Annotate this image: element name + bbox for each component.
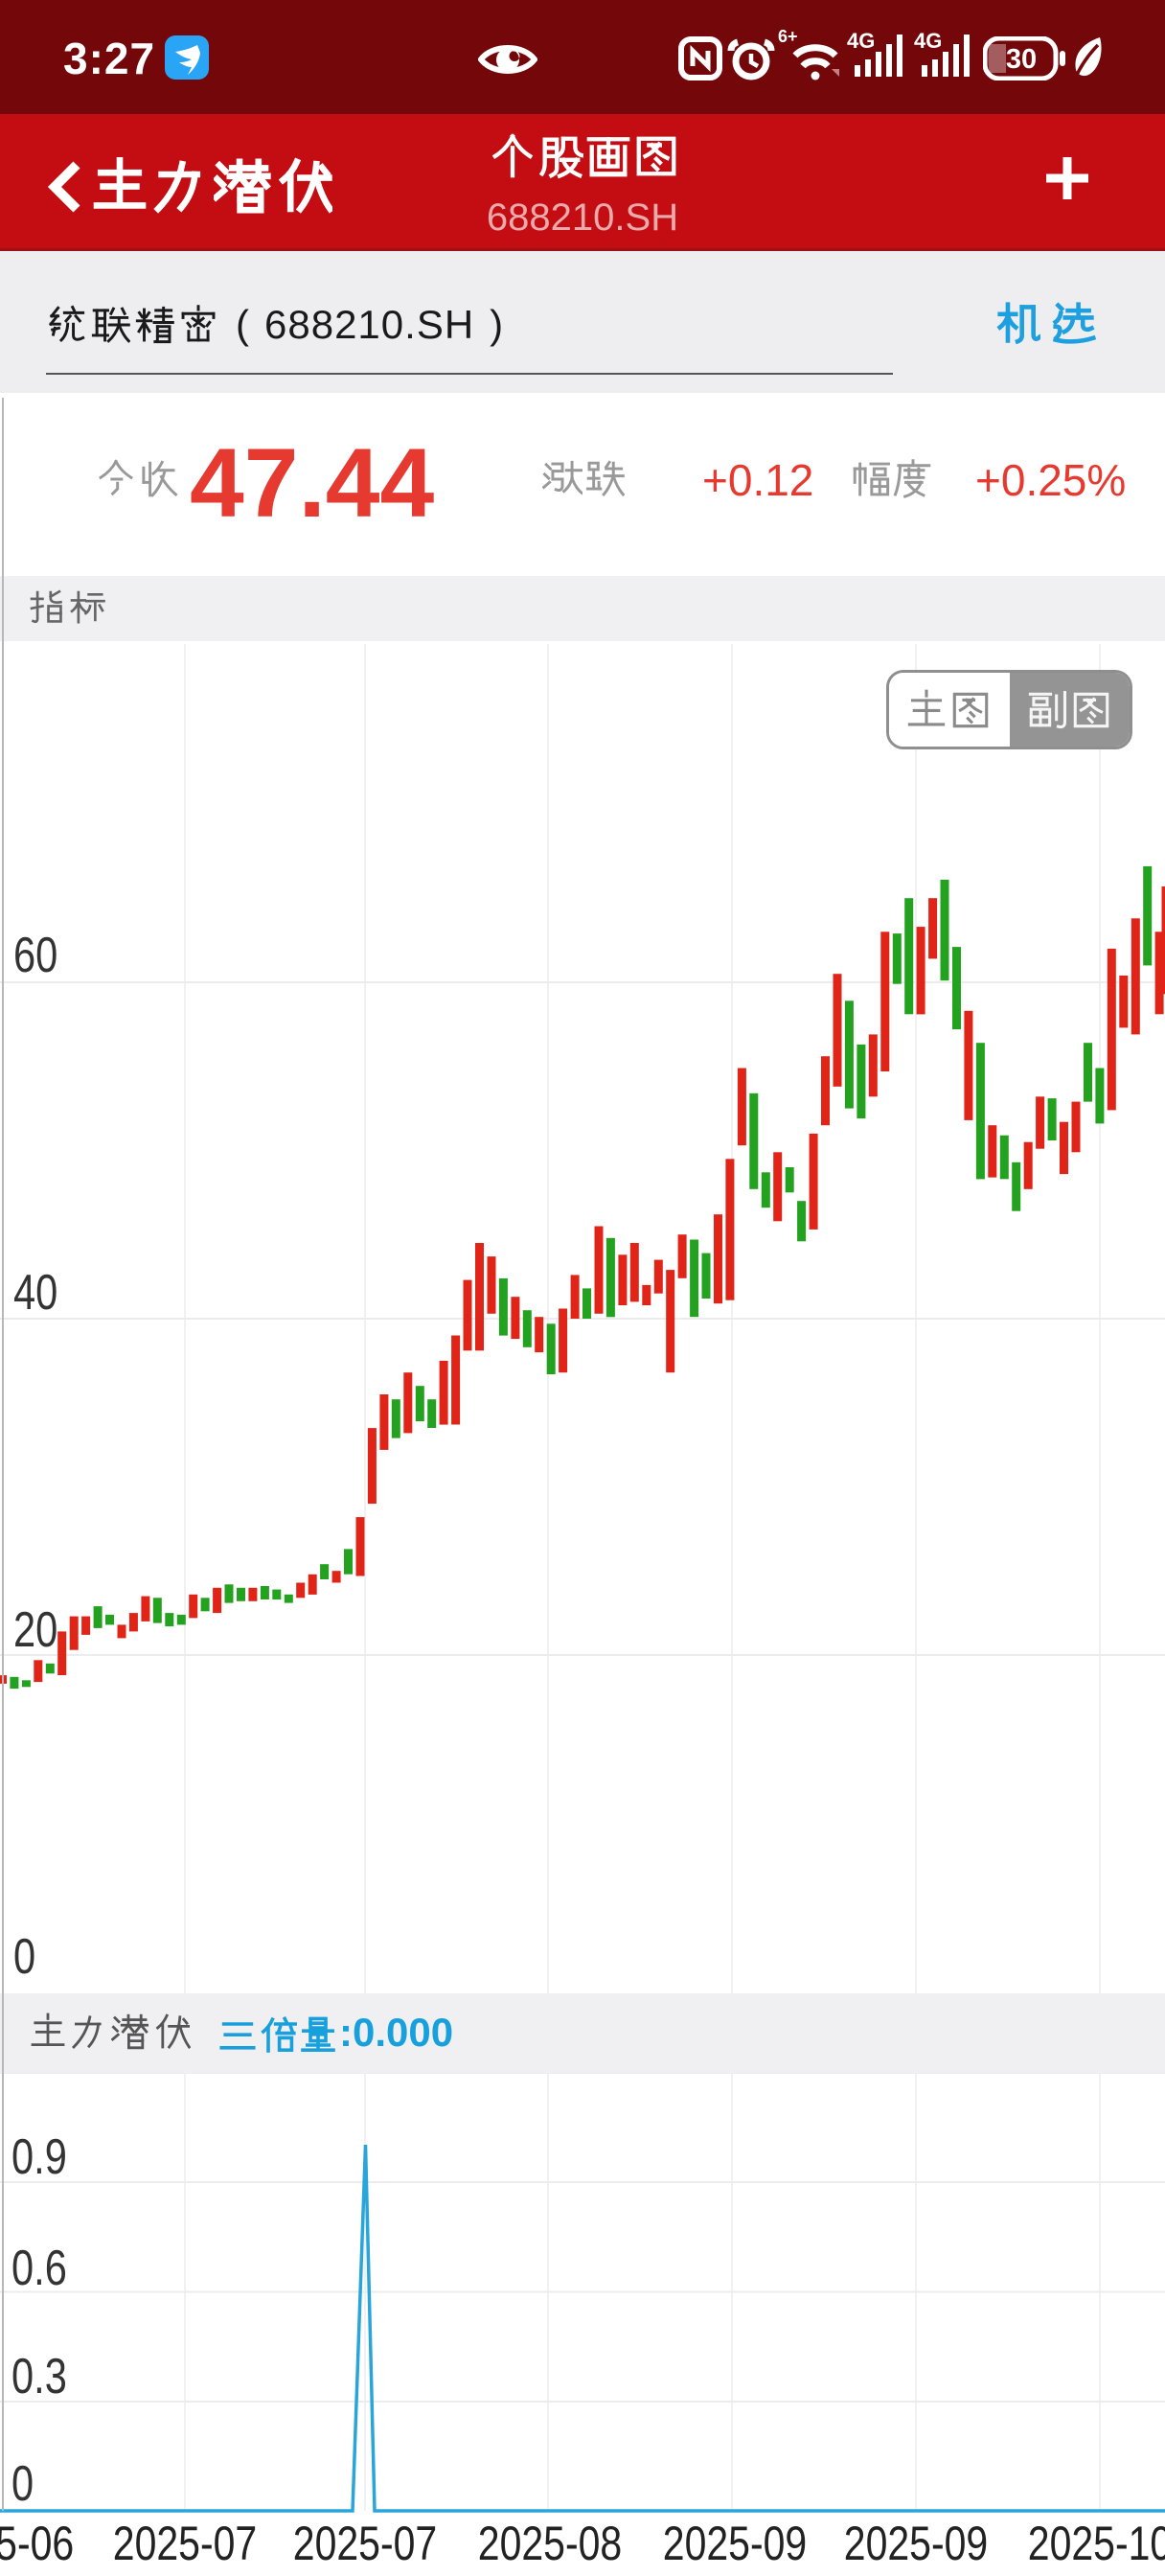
svg-text:6+: 6+: [778, 27, 798, 46]
svg-text:4G: 4G: [847, 31, 875, 53]
svg-text:30: 30: [1006, 44, 1037, 75]
svg-text:4G: 4G: [914, 31, 942, 53]
